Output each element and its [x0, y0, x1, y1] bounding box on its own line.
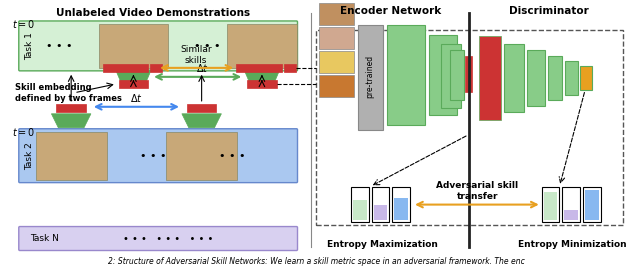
Text: $t=0$: $t=0$: [12, 18, 35, 30]
Bar: [236, 64, 282, 72]
Text: Skill embedding
defined by two frames: Skill embedding defined by two frames: [15, 83, 122, 102]
Text: $t=0$: $t=0$: [12, 126, 35, 138]
Bar: [565, 61, 578, 95]
FancyBboxPatch shape: [19, 226, 298, 250]
Text: $\Delta t$: $\Delta t$: [196, 62, 209, 74]
Bar: [247, 80, 276, 88]
Bar: [227, 24, 296, 68]
Bar: [36, 132, 107, 180]
Text: Discriminator: Discriminator: [509, 6, 588, 16]
Bar: [319, 75, 354, 97]
Bar: [103, 64, 148, 72]
Bar: [548, 56, 563, 100]
Bar: [564, 210, 578, 220]
Bar: [319, 27, 354, 49]
Bar: [351, 187, 369, 222]
Bar: [392, 187, 410, 222]
Bar: [284, 64, 296, 72]
Bar: [441, 44, 461, 108]
FancyBboxPatch shape: [19, 129, 298, 183]
Bar: [118, 80, 148, 88]
Polygon shape: [51, 114, 91, 128]
Bar: [450, 50, 463, 100]
Text: Task 1: Task 1: [25, 32, 34, 60]
Text: • • •: • • •: [219, 151, 246, 161]
Bar: [353, 200, 367, 220]
Bar: [387, 25, 425, 125]
FancyBboxPatch shape: [19, 21, 298, 71]
Bar: [527, 50, 545, 106]
Bar: [372, 187, 389, 222]
Bar: [150, 64, 162, 72]
Text: pre-trained: pre-trained: [365, 55, 374, 98]
Bar: [99, 24, 168, 68]
Bar: [563, 187, 580, 222]
Text: Adversarial skill
transfer: Adversarial skill transfer: [436, 181, 518, 201]
Bar: [465, 56, 472, 92]
Text: • • •: • • •: [46, 41, 72, 51]
Text: • • •: • • •: [140, 151, 166, 161]
Text: Task N: Task N: [29, 234, 58, 243]
Text: • • •: • • •: [195, 41, 221, 51]
Text: • • •   • • •   • • •: • • • • • • • • •: [123, 233, 213, 243]
Bar: [166, 132, 237, 180]
Text: Similar
skills: Similar skills: [180, 45, 211, 65]
Bar: [56, 104, 86, 112]
Text: 2: Structure of Adversarial Skill Networks: We learn a skill metric space in an : 2: Structure of Adversarial Skill Networ…: [108, 257, 525, 267]
Polygon shape: [182, 114, 221, 128]
Text: Encoder Network: Encoder Network: [340, 6, 441, 16]
Bar: [479, 36, 501, 120]
Polygon shape: [244, 70, 280, 84]
Bar: [319, 3, 354, 25]
Bar: [319, 51, 354, 73]
Text: Task 2: Task 2: [25, 142, 34, 169]
Text: Entropy Maximization: Entropy Maximization: [326, 239, 438, 249]
Text: $\Delta t$: $\Delta t$: [130, 92, 143, 104]
Bar: [374, 205, 387, 220]
Bar: [394, 198, 408, 220]
Bar: [541, 187, 559, 222]
Bar: [580, 66, 592, 90]
Text: Entropy Minimization: Entropy Minimization: [518, 239, 627, 249]
Bar: [583, 187, 601, 222]
Polygon shape: [116, 70, 151, 84]
Bar: [358, 25, 383, 130]
Bar: [187, 104, 216, 112]
Bar: [585, 190, 599, 220]
Text: Unlabeled Video Demonstrations: Unlabeled Video Demonstrations: [56, 8, 250, 18]
Bar: [504, 44, 524, 112]
Bar: [429, 35, 457, 115]
Bar: [543, 192, 557, 220]
